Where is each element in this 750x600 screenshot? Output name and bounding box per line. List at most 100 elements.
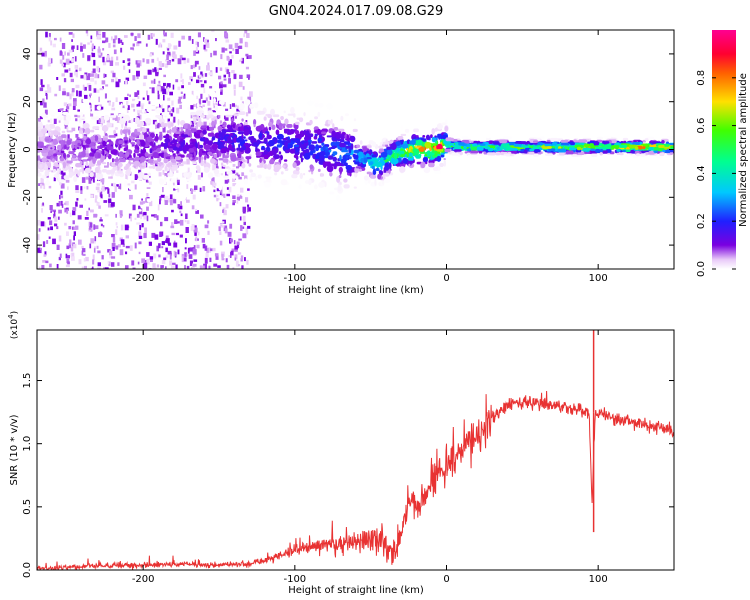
spectrogram-noise-cell	[104, 93, 107, 99]
spectrogram-noise-cell	[48, 57, 52, 64]
spectrogram-noise-cell	[218, 226, 221, 232]
spectrogram-noise-cell	[42, 241, 46, 248]
spectrogram-cell	[137, 172, 145, 179]
spectrogram-noise-cell	[135, 60, 139, 65]
spectrogram-noise-cell	[243, 122, 248, 128]
spectrogram-noise-cell	[89, 209, 94, 213]
spectrogram-cell	[313, 100, 320, 104]
spectrogram-noise-cell	[147, 34, 151, 40]
spectrogram-noise-cell	[212, 110, 216, 113]
spectrogram-cell	[245, 143, 252, 146]
spectrogram-noise-cell	[90, 238, 94, 244]
spectrogram-cell	[164, 175, 167, 181]
spectrogram-noise-cell	[165, 266, 167, 269]
spectrogram-noise-cell	[59, 108, 64, 111]
spectrogram-noise-cell	[100, 194, 103, 200]
spectrogram-cell	[573, 140, 583, 143]
spectrogram-noise-cell	[234, 115, 237, 119]
spectrogram-noise-cell	[58, 235, 62, 242]
spectrogram-cell	[193, 181, 201, 186]
spectrogram-cell	[108, 146, 114, 151]
spectrogram-cell	[188, 148, 195, 153]
spectrogram-cell	[327, 155, 334, 160]
spectrogram-noise-cell	[169, 199, 173, 206]
spectrogram-noise-cell	[66, 209, 69, 214]
spectrogram-noise-cell	[103, 267, 106, 269]
spectrogram-cell	[128, 157, 134, 161]
spectrogram-cell	[231, 168, 235, 171]
spectrogram-cell	[73, 175, 78, 182]
spectrogram-cell	[218, 184, 223, 191]
spectrogram-noise-cell	[216, 198, 219, 202]
spectrogram-noise-cell	[194, 125, 196, 130]
spectrogram-noise-cell	[232, 267, 235, 269]
spectrogram-cell	[222, 124, 227, 128]
spectrogram-noise-cell	[237, 105, 239, 108]
spectrogram-cell	[337, 138, 342, 142]
spectrogram-noise-cell	[177, 188, 180, 193]
spectrogram-noise-cell	[88, 96, 91, 100]
spectrogram-noise-cell	[78, 259, 82, 265]
spectrogram-noise-cell	[167, 43, 171, 49]
spectrogram-noise-cell	[236, 166, 239, 169]
spectrogram-noise-cell	[221, 253, 224, 260]
spectrogram-noise-cell	[247, 158, 250, 164]
spectrogram-noise-cell	[169, 254, 172, 260]
spectrogram-noise-cell	[209, 95, 212, 100]
spectrogram-cell	[146, 198, 152, 203]
spectrogram-noise-cell	[70, 78, 74, 83]
spectrogram-cell	[50, 147, 53, 150]
spectrogram-cell	[391, 180, 397, 185]
spectrogram-cell	[383, 178, 391, 183]
spectrogram-noise-cell	[210, 52, 213, 58]
spectrogram-cell	[303, 152, 311, 160]
spectrogram-noise-cell	[54, 37, 57, 41]
spectrogram-noise-cell	[237, 194, 240, 198]
spectrogram-cell	[171, 140, 177, 144]
spectrogram-noise-cell	[57, 109, 61, 112]
spectrogram-noise-cell	[87, 73, 91, 77]
spectrogram-cell	[263, 116, 267, 121]
spectrogram-noise-cell	[247, 188, 250, 191]
spectrogram-cell	[167, 142, 171, 146]
spectrogram-cell	[82, 149, 86, 156]
y-tick-label: 1.0	[22, 436, 33, 452]
spectrogram-noise-cell	[97, 262, 101, 267]
snr-x-label: Height of straight line (km)	[288, 585, 424, 596]
spectrogram-cell	[353, 186, 357, 189]
spectrogram-noise-cell	[232, 116, 234, 121]
spectrogram-cell	[118, 140, 125, 145]
spectrogram-cell	[544, 143, 552, 147]
spectrogram-cell	[217, 173, 220, 177]
spectrogram-noise-cell	[160, 104, 163, 109]
spectrogram-noise-cell	[143, 262, 148, 269]
spectrogram-cell	[332, 199, 337, 206]
spectrogram-cell	[346, 152, 351, 156]
spectrogram-cell	[463, 146, 467, 150]
spectrogram-noise-cell	[163, 30, 165, 35]
spectrogram-cell	[97, 174, 101, 181]
spectrogram-noise-cell	[83, 44, 86, 49]
spectrogram-noise-cell	[227, 179, 230, 183]
spectrogram-noise-cell	[223, 78, 227, 81]
spectrogram-noise-cell	[212, 182, 217, 186]
spectrogram-cell	[539, 147, 543, 151]
spectrogram-cell	[404, 128, 410, 133]
spectrogram-noise-cell	[195, 208, 198, 212]
spectrogram-cell	[250, 172, 256, 178]
spectrogram-cell	[355, 166, 362, 169]
spectrogram-noise-cell	[125, 245, 130, 249]
spectrogram-noise-cell	[181, 57, 186, 61]
spectrogram-noise-cell	[226, 69, 230, 75]
spectrogram-noise-cell	[105, 84, 109, 87]
spectrogram-cell	[248, 163, 252, 167]
spectrogram-noise-cell	[232, 195, 236, 199]
spectrogram-cell	[223, 175, 230, 179]
spectrogram-cell	[476, 146, 484, 151]
spectrogram-noise-cell	[245, 137, 249, 141]
spectrogram-cell	[425, 134, 430, 141]
spectrogram-cell	[329, 171, 333, 177]
spectrogram-noise-cell	[114, 186, 117, 192]
spectrogram-cell	[323, 207, 327, 212]
spectrogram-noise-cell	[139, 201, 144, 205]
